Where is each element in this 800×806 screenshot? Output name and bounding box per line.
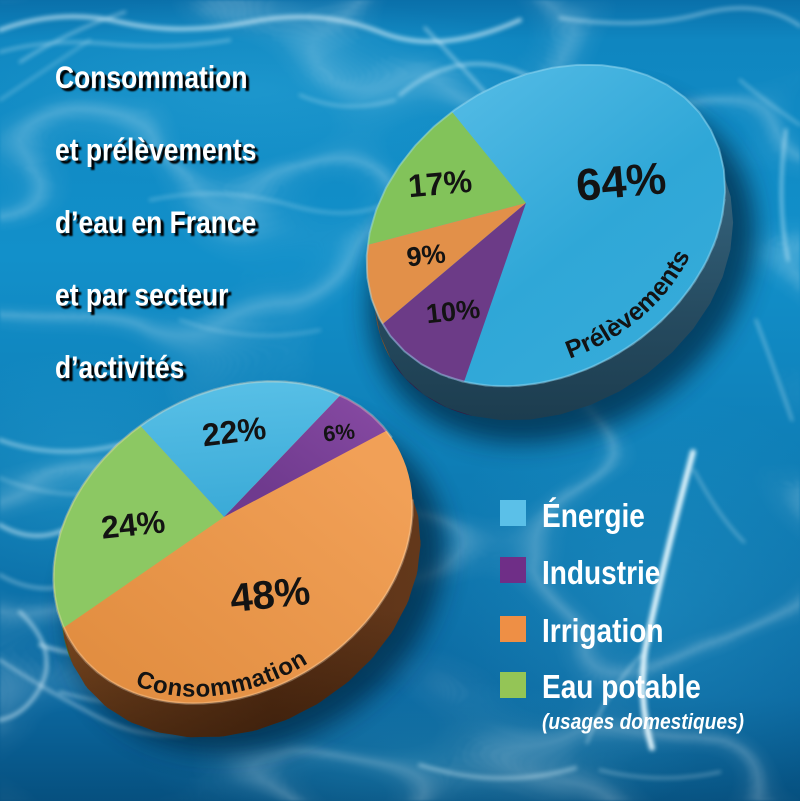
svg-text:Consommation: Consommation: [55, 61, 248, 96]
svg-text:Irrigation: Irrigation: [542, 613, 664, 650]
svg-text:et prélèvements: et prélèvements: [58, 137, 259, 172]
svg-text:Énergie: Énergie: [542, 497, 645, 535]
svg-text:17%: 17%: [407, 163, 474, 204]
svg-text:d’eau en France: d’eau en France: [55, 206, 256, 241]
svg-text:9%: 9%: [405, 239, 447, 273]
svg-text:et prélèvements: et prélèvements: [55, 133, 256, 168]
svg-text:48%: 48%: [228, 569, 312, 621]
svg-text:Industrie: Industrie: [542, 555, 660, 592]
svg-text:d’eau en France: d’eau en France: [58, 209, 259, 244]
svg-text:et par secteur: et par secteur: [58, 282, 231, 317]
svg-text:64%: 64%: [574, 152, 668, 211]
svg-text:(usages domestiques): (usages domestiques): [542, 710, 744, 735]
svg-text:24%: 24%: [99, 503, 166, 545]
svg-text:22%: 22%: [200, 410, 268, 454]
svg-text:6%: 6%: [322, 418, 356, 446]
svg-text:et par secteur: et par secteur: [55, 278, 228, 313]
svg-text:Eau potable: Eau potable: [542, 669, 701, 706]
svg-text:10%: 10%: [425, 294, 482, 329]
svg-text:d’activités: d’activités: [58, 354, 187, 389]
svg-text:Consommation: Consommation: [58, 64, 251, 99]
svg-text:d’activités: d’activités: [55, 351, 184, 386]
